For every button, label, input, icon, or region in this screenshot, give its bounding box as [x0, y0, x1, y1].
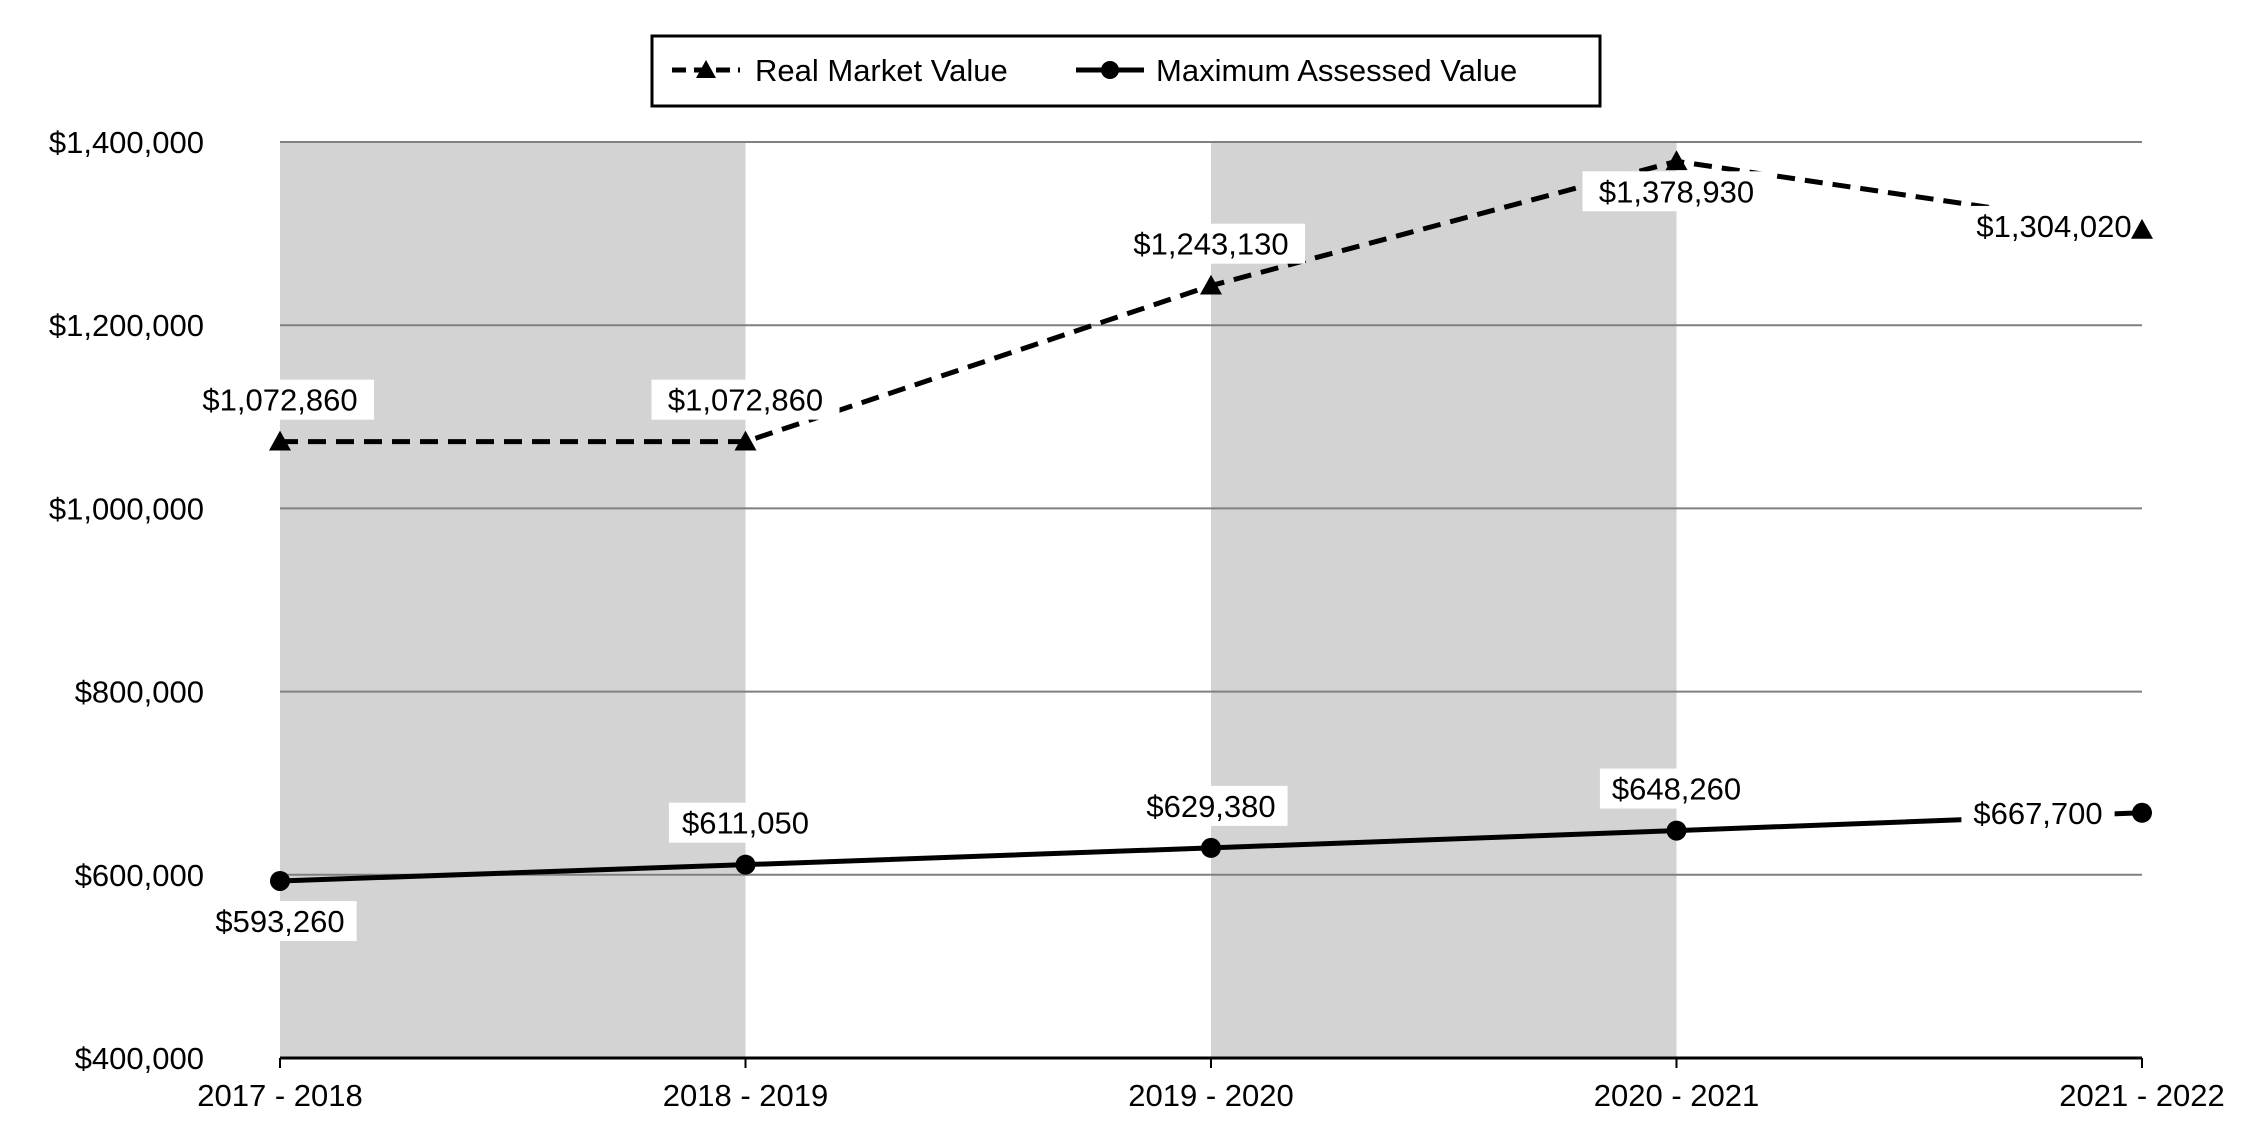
y-tick-label-3: $1,000,000: [49, 491, 204, 526]
legend-label-1: Maximum Assessed Value: [1156, 53, 1517, 88]
point-0-1: [734, 430, 757, 451]
point-1-3: [1666, 820, 1687, 841]
point-1-4: [2132, 802, 2152, 823]
x-tick-label-0: 2017 - 2018: [197, 1078, 362, 1113]
point-0-0: [269, 430, 291, 451]
data-label-0-3: $1,378,930: [1599, 174, 1754, 209]
data-label-bg-0-4: [1960, 205, 2148, 246]
y-tick-label-1: $600,000: [75, 858, 204, 893]
legend-marker-1: [1101, 61, 1119, 79]
x-tick-label-3: 2020 - 2021: [1594, 1078, 1759, 1113]
data-label-1-1: $611,050: [682, 806, 809, 841]
data-label-bg-1-4: [1961, 792, 2115, 833]
point-0-2: [1200, 274, 1222, 295]
data-label-bg-0-0: [186, 379, 374, 420]
data-label-0-1: $1,072,860: [668, 383, 823, 418]
data-label-1-4: $667,700: [1973, 796, 2102, 831]
data-label-bg-1-0: [203, 900, 357, 941]
y-tick-label-2: $800,000: [75, 675, 204, 710]
data-label-0-4: $1,304,020: [1976, 209, 2131, 244]
data-label-bg-1-1: [668, 802, 823, 843]
data-label-bg-0-3: [1582, 171, 1771, 212]
data-label-0-0: $1,072,860: [202, 383, 357, 418]
data-label-bg-0-2: [1117, 223, 1305, 264]
x-tick-label-4: 2021 - 2022: [2059, 1078, 2224, 1113]
data-label-bg-1-2: [1134, 785, 1288, 826]
point-0-4: [2131, 218, 2153, 239]
legend-marker-0: [696, 60, 716, 78]
x-tick-label-1: 2018 - 2019: [663, 1078, 828, 1113]
y-tick-label-5: $1,400,000: [49, 125, 204, 160]
x-tick-label-2: 2019 - 2020: [1128, 1078, 1293, 1113]
data-label-1-3: $648,260: [1612, 772, 1741, 807]
data-label-bg-1-3: [1599, 768, 1754, 809]
data-label-1-0: $593,260: [215, 904, 344, 939]
y-tick-label-4: $1,200,000: [49, 308, 204, 343]
point-1-2: [1201, 837, 1221, 858]
data-label-1-2: $629,380: [1146, 789, 1275, 824]
background-band-2: [1211, 142, 1677, 1058]
point-1-1: [735, 854, 756, 875]
data-label-bg-0-1: [651, 379, 840, 420]
data-label-0-2: $1,243,130: [1133, 227, 1288, 262]
legend-label-0: Real Market Value: [755, 53, 1008, 88]
y-tick-label-0: $400,000: [75, 1041, 204, 1076]
point-0-3: [1665, 150, 1688, 171]
background-band-0: [280, 142, 746, 1058]
point-1-0: [270, 870, 290, 891]
